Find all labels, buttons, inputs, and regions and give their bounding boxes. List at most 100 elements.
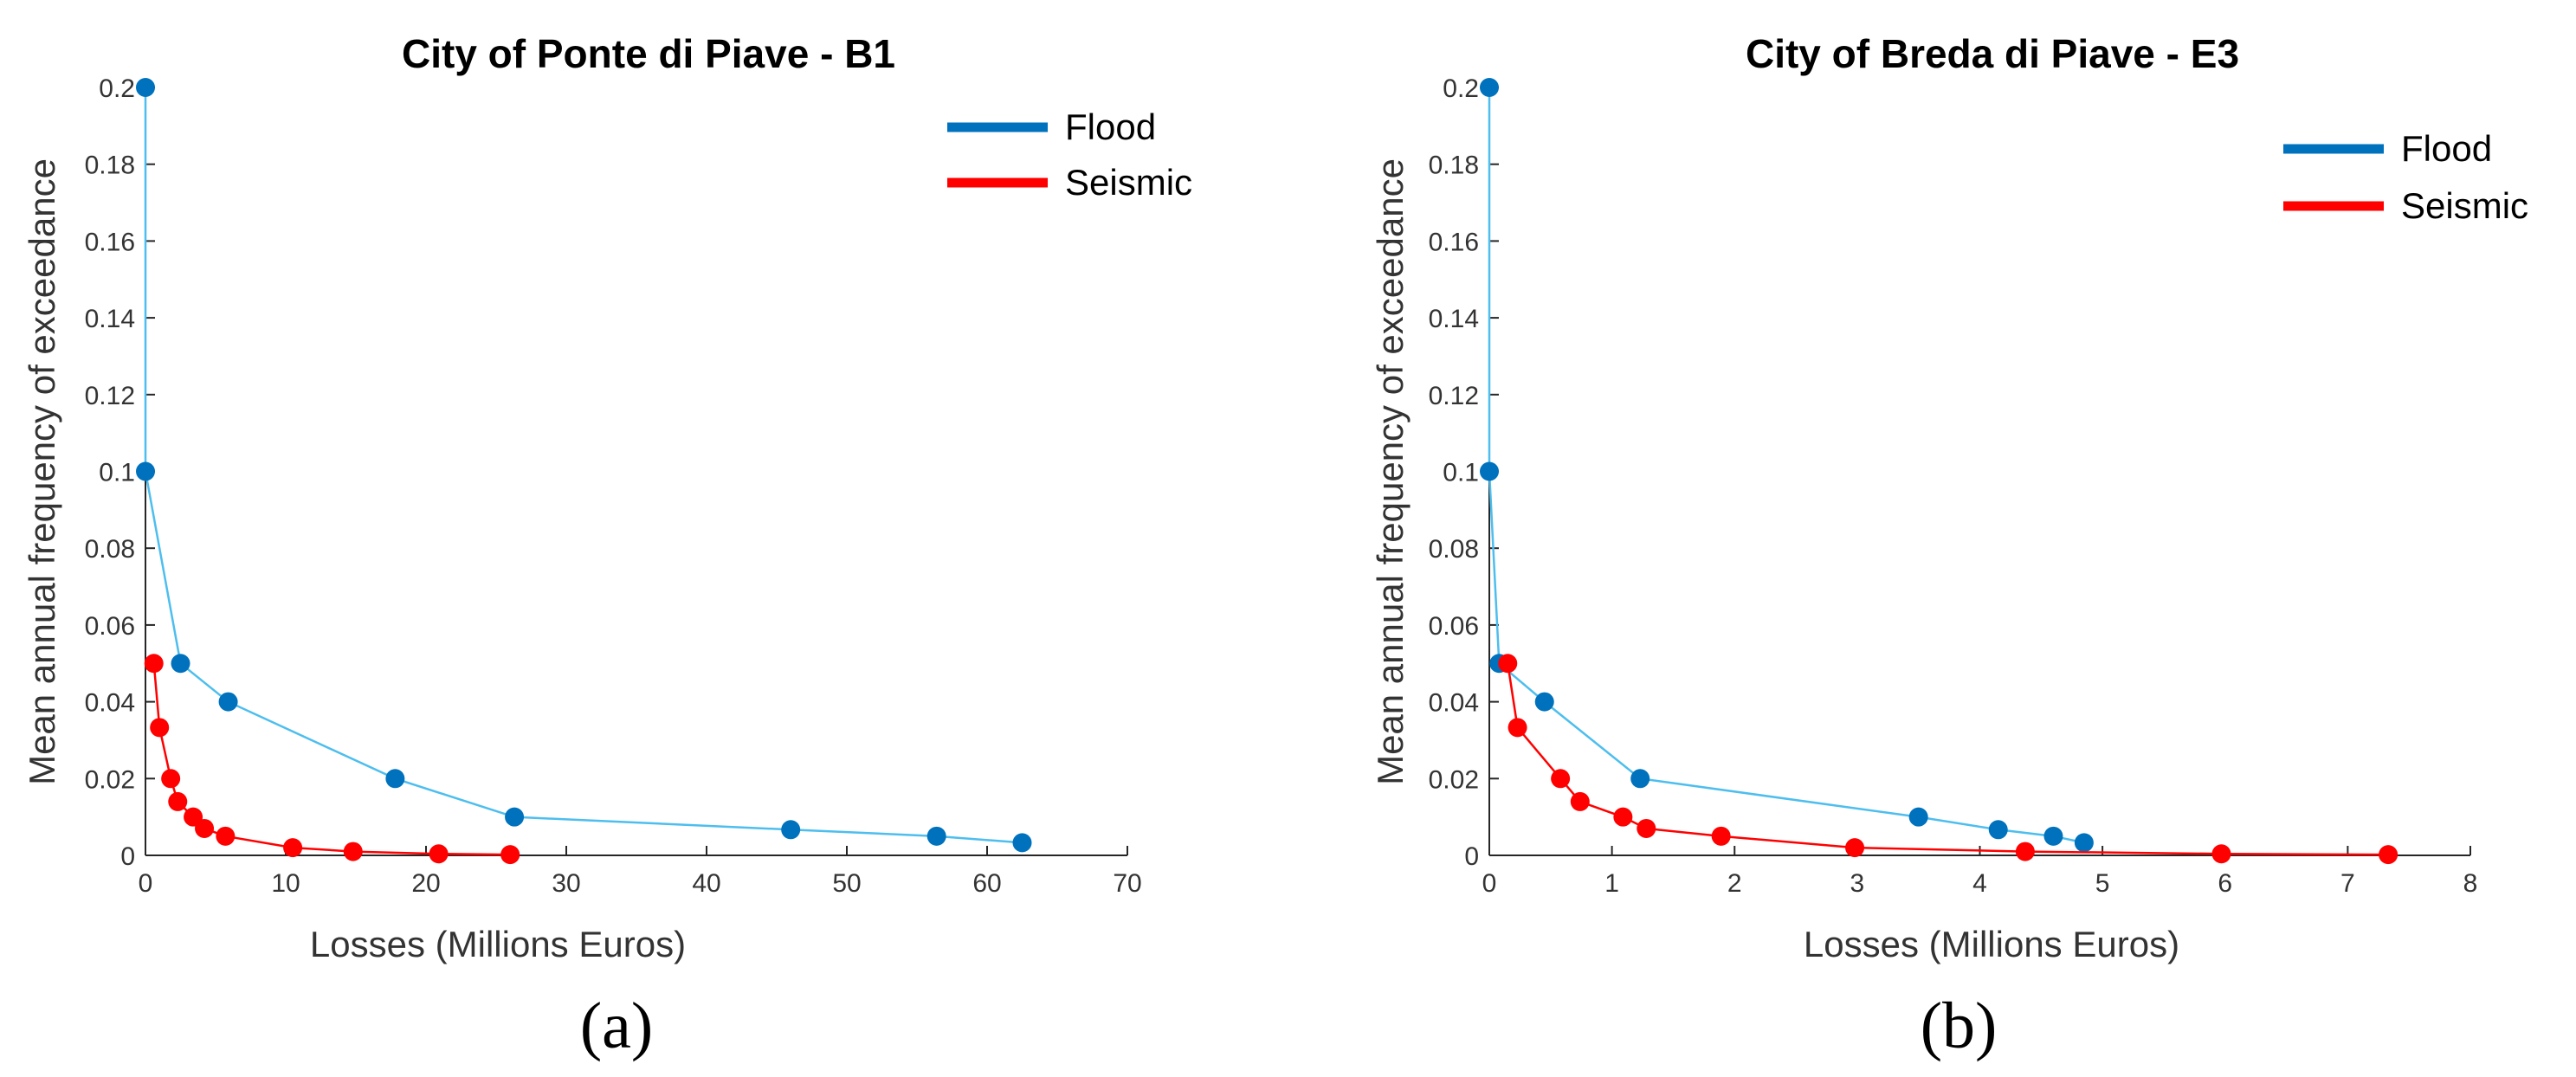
chart-b-y-tick-label: 0.2 — [1443, 74, 1479, 103]
chart-b-seismic-point — [1498, 654, 1518, 674]
chart-a-title: City of Ponte di Piave - B1 — [402, 31, 895, 76]
chart-b-x-axis-label: Losses (Millions Euros) — [1804, 924, 2179, 964]
chart-a-y-tick-label: 0.08 — [85, 535, 135, 564]
chart-b-x-tick-label: 7 — [2340, 869, 2355, 898]
chart-a-x-tick-label: 40 — [692, 869, 720, 898]
chart-b-title: City of Breda di Piave - E3 — [1746, 31, 2239, 76]
chart-a-flood-point — [781, 820, 801, 840]
chart-b-seismic-point — [2211, 844, 2231, 864]
chart-a-seismic-point — [150, 718, 170, 738]
chart-b-x-tick-label: 2 — [1727, 869, 1742, 898]
chart-b-y-ticks: 0 0.02 0.04 0.06 0.08 0.1 0.12 0.14 0.16 0.18 0.2 — [1429, 74, 1499, 871]
chart-a-seismic-point — [343, 842, 363, 861]
chart-b-y-tick-label: 0.18 — [1429, 152, 1479, 180]
chart-a-x-tick-label: 0 — [139, 869, 153, 898]
chart-a-y-tick-label: 0.14 — [85, 305, 135, 333]
chart-a-seismic-point — [500, 845, 520, 865]
chart-b-x-tick-label: 4 — [1972, 869, 1987, 898]
chart-a-y-tick-label: 0.12 — [85, 382, 135, 410]
chart-a-legend-label-seismic: Seismic — [1065, 162, 1192, 203]
chart-b-seismic-point — [1551, 769, 1571, 789]
chart-b-y-tick-label: 0.1 — [1443, 459, 1479, 487]
chart-a-seismic-point — [195, 818, 215, 838]
chart-b-flood-point — [1480, 461, 1499, 481]
chart-b-seismic-point — [1508, 718, 1527, 738]
chart-a-seismic-point — [216, 826, 236, 846]
chart-a-y-tick-label: 0.06 — [85, 612, 135, 641]
chart-b-y-tick-label: 0.06 — [1429, 612, 1479, 641]
chart-a-y-tick-label: 0.1 — [99, 459, 135, 487]
chart-b-y-tick-label: 0.04 — [1429, 689, 1479, 718]
chart-a-seismic-point — [144, 654, 164, 674]
chart-b-seismic-point — [1613, 807, 1633, 827]
chart-a-y-tick-label: 0.18 — [85, 152, 135, 180]
chart-a-y-axis-label: Mean annual frequency of exceedance — [22, 158, 62, 785]
chart-b: City of Breda di Piave - E3 0 1 2 3 4 5 6 7 8 0 0… — [1370, 31, 2528, 1062]
chart-a-y-tick-label: 0.02 — [85, 765, 135, 794]
chart-b-series — [1480, 78, 2398, 865]
chart-b-panel-label: (b) — [1921, 990, 1998, 1062]
chart-b-legend: Flood Seismic — [2283, 128, 2528, 226]
chart-a-flood-point — [926, 826, 946, 846]
chart-a-legend-label-flood: Flood — [1065, 106, 1156, 147]
chart-a-axes — [145, 87, 1127, 856]
chart-a-x-ticks: 0 10 20 30 40 50 60 70 — [139, 846, 1142, 898]
chart-a-flood-point — [218, 692, 238, 712]
chart-a-y-tick-label: 0.04 — [85, 689, 135, 718]
chart-a-x-tick-label: 60 — [972, 869, 1001, 898]
chart-b-y-tick-label: 0.16 — [1429, 228, 1479, 256]
chart-b-y-axis-label: Mean annual frequency of exceedance — [1370, 158, 1411, 785]
chart-a-y-tick-label: 0 — [120, 842, 135, 871]
chart-b-seismic-point — [2379, 845, 2398, 865]
chart-a-legend: Flood Seismic — [947, 106, 1192, 203]
chart-b-flood-line — [1488, 87, 2085, 844]
chart-a-panel-label: (a) — [580, 990, 653, 1062]
chart-a-series — [136, 78, 1032, 865]
chart-b-seismic-point — [1570, 791, 1590, 811]
chart-a-flood-point — [505, 807, 525, 827]
chart-a-flood-point — [1012, 833, 1032, 853]
chart-a-seismic-point — [283, 838, 303, 858]
chart-b-flood-point — [1534, 692, 1554, 712]
chart-a-y-tick-label: 0.16 — [85, 228, 135, 256]
chart-b-x-ticks: 0 1 2 3 4 5 6 7 8 — [1482, 846, 2478, 898]
chart-b-legend-label-seismic: Seismic — [2401, 185, 2528, 226]
chart-b-y-tick-label: 0.12 — [1429, 382, 1479, 410]
chart-b-seismic-point — [2015, 842, 2035, 861]
chart-b-x-tick-label: 1 — [1604, 869, 1619, 898]
chart-b-flood-point — [1630, 769, 1650, 789]
chart-b-seismic-point — [1637, 818, 1656, 838]
chart-b-x-tick-label: 3 — [1850, 869, 1865, 898]
chart-b-flood-point — [2043, 826, 2063, 846]
chart-a-x-tick-label: 30 — [552, 869, 580, 898]
chart-b-x-tick-label: 6 — [2218, 869, 2232, 898]
chart-b-y-tick-label: 0.02 — [1429, 765, 1479, 794]
chart-a-y-tick-label: 0.2 — [99, 74, 135, 103]
chart-b-flood-point — [1988, 820, 2008, 840]
chart-a-y-ticks: 0 0.02 0.04 0.06 0.08 0.1 0.12 0.14 0.16 0.18 0.2 — [85, 74, 155, 871]
chart-b-y-tick-label: 0.14 — [1429, 305, 1479, 333]
chart-a-flood-point — [171, 654, 190, 674]
chart-b-flood-point — [1908, 807, 1928, 827]
chart-a-x-tick-label: 10 — [271, 869, 300, 898]
chart-a-x-tick-label: 50 — [832, 869, 861, 898]
chart-a-flood-point — [136, 78, 155, 97]
chart-a-seismic-point — [429, 844, 449, 864]
chart-b-y-tick-label: 0 — [1464, 842, 1479, 871]
chart-a-seismic-point — [168, 791, 188, 811]
chart-a-x-tick-label: 20 — [411, 869, 440, 898]
chart-a-flood-point — [385, 769, 405, 789]
chart-a-x-axis-label: Losses (Millions Euros) — [310, 924, 686, 964]
chart-b-x-tick-label: 5 — [2095, 869, 2110, 898]
chart-a-seismic-point — [161, 769, 181, 789]
chart-a-flood-line — [144, 87, 1023, 844]
chart-a: City of Ponte di Piave - B1 0 10 20 30 40 50 6… — [22, 31, 1192, 1062]
chart-b-legend-label-flood: Flood — [2401, 128, 2492, 169]
chart-b-flood-point — [2074, 833, 2094, 853]
chart-a-x-tick-label: 70 — [1113, 869, 1141, 898]
chart-b-y-tick-label: 0.08 — [1429, 535, 1479, 564]
chart-b-flood-point — [1480, 78, 1499, 97]
chart-b-seismic-point — [1845, 838, 1865, 858]
chart-b-x-tick-label: 8 — [2463, 869, 2478, 898]
